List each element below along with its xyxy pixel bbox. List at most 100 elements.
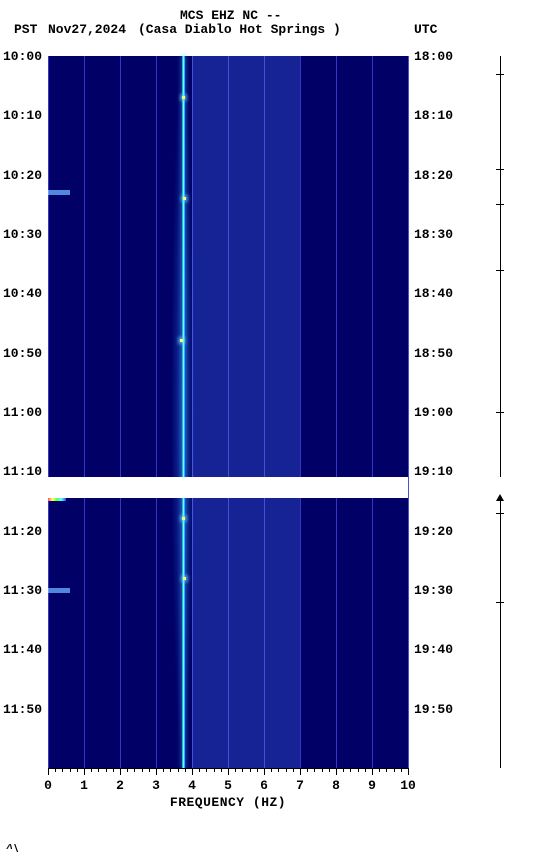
right-time-label: 18:50 [414, 346, 453, 361]
right-time-label: 18:10 [414, 108, 453, 123]
x-minor-tick [242, 768, 243, 772]
left-time-label: 11:20 [3, 524, 42, 539]
x-minor-tick [286, 768, 287, 772]
restart-streak [48, 498, 66, 501]
side-axis-tick [496, 602, 504, 603]
x-minor-tick [250, 768, 251, 772]
x-minor-tick [214, 768, 215, 772]
right-time-label: 18:30 [414, 227, 453, 242]
low-freq-burst [48, 588, 70, 593]
x-minor-tick [235, 768, 236, 772]
x-minor-tick [343, 768, 344, 772]
side-axis-segment [500, 56, 501, 477]
spectral-spot [182, 517, 185, 520]
x-minor-tick [163, 768, 164, 772]
x-tick [48, 768, 49, 775]
x-axis-title: FREQUENCY (HZ) [48, 795, 408, 810]
x-tick [336, 768, 337, 775]
left-time-label: 11:50 [3, 702, 42, 717]
x-tick [84, 768, 85, 775]
plot-gridline [372, 56, 373, 768]
x-minor-tick [394, 768, 395, 772]
x-minor-tick [113, 768, 114, 772]
side-axis-segment [500, 501, 501, 768]
x-minor-tick [134, 768, 135, 772]
side-axis-tick [496, 169, 504, 170]
side-axis-tick [496, 74, 504, 75]
x-minor-tick [55, 768, 56, 772]
side-axis-tick [496, 412, 504, 413]
left-time-label: 10:40 [3, 286, 42, 301]
x-minor-tick [70, 768, 71, 772]
low-freq-burst [48, 190, 70, 195]
right-time-label: 19:30 [414, 583, 453, 598]
x-minor-tick [358, 768, 359, 772]
broadband-region [192, 56, 300, 768]
x-minor-tick [307, 768, 308, 772]
x-minor-tick [278, 768, 279, 772]
x-minor-tick [329, 768, 330, 772]
x-minor-tick [98, 768, 99, 772]
side-axis-tick [496, 270, 504, 271]
left-time-label: 11:40 [3, 642, 42, 657]
right-time-label: 19:20 [414, 524, 453, 539]
plot-gridline [408, 56, 409, 768]
spectral-spot [180, 339, 183, 342]
right-time-label: 19:00 [414, 405, 453, 420]
right-time-label: 19:10 [414, 464, 453, 479]
x-tick-label: 5 [224, 778, 232, 793]
x-tick-label: 0 [44, 778, 52, 793]
spectrogram-plot [48, 56, 408, 768]
x-tick-label: 6 [260, 778, 268, 793]
x-tick [192, 768, 193, 775]
x-minor-tick [77, 768, 78, 772]
x-minor-tick [91, 768, 92, 772]
x-minor-tick [221, 768, 222, 772]
right-time-label: 19:50 [414, 702, 453, 717]
x-minor-tick [62, 768, 63, 772]
data-gap [48, 477, 408, 498]
x-minor-tick [149, 768, 150, 772]
dominant-tone-line [182, 56, 185, 768]
x-minor-tick [199, 768, 200, 772]
x-minor-tick [365, 768, 366, 772]
x-minor-tick [185, 768, 186, 772]
plot-gridline [336, 56, 337, 768]
plot-gridline [48, 56, 49, 768]
x-minor-tick [206, 768, 207, 772]
x-tick-label: 1 [80, 778, 88, 793]
spectrogram-page: MCS EHZ NC -- PST Nov27,2024 (Casa Diabl… [0, 0, 552, 864]
x-tick-label: 10 [400, 778, 416, 793]
right-time-label: 18:00 [414, 49, 453, 64]
left-time-label: 11:00 [3, 405, 42, 420]
x-tick [228, 768, 229, 775]
date-label: Nov27,2024 [48, 22, 126, 38]
x-tick [408, 768, 409, 775]
footnote: ^\ [6, 844, 19, 856]
x-minor-tick [127, 768, 128, 772]
x-tick-label: 4 [188, 778, 196, 793]
x-minor-tick [386, 768, 387, 772]
side-axis-tick [496, 513, 504, 514]
x-minor-tick [142, 768, 143, 772]
left-time-label: 10:20 [3, 168, 42, 183]
plot-gridline [84, 56, 85, 768]
left-time-label: 11:10 [3, 464, 42, 479]
side-axis-arrow-icon [496, 494, 504, 501]
spectral-spot [182, 96, 185, 99]
x-tick [372, 768, 373, 775]
location-label: (Casa Diablo Hot Springs ) [138, 22, 341, 38]
right-time-label: 18:40 [414, 286, 453, 301]
x-tick-label: 2 [116, 778, 124, 793]
left-time-label: 10:50 [3, 346, 42, 361]
x-minor-tick [350, 768, 351, 772]
x-tick-label: 7 [296, 778, 304, 793]
left-time-label: 10:30 [3, 227, 42, 242]
x-minor-tick [401, 768, 402, 772]
x-minor-tick [271, 768, 272, 772]
x-tick-label: 9 [368, 778, 376, 793]
side-axis-tick [496, 204, 504, 205]
x-minor-tick [322, 768, 323, 772]
utc-label: UTC [414, 22, 437, 38]
left-time-label: 10:10 [3, 108, 42, 123]
